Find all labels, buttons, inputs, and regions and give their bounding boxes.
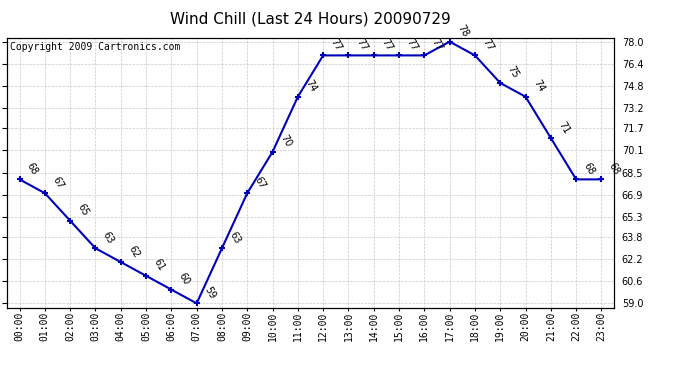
Text: 77: 77 xyxy=(480,37,495,52)
Text: Wind Chill (Last 24 Hours) 20090729: Wind Chill (Last 24 Hours) 20090729 xyxy=(170,11,451,26)
Text: 77: 77 xyxy=(430,37,445,52)
Text: 65: 65 xyxy=(76,202,90,218)
Text: 74: 74 xyxy=(531,78,546,94)
Text: 63: 63 xyxy=(101,230,116,246)
Text: 68: 68 xyxy=(582,161,596,177)
Text: 77: 77 xyxy=(404,37,420,52)
Text: 68: 68 xyxy=(25,161,40,177)
Text: 77: 77 xyxy=(380,37,394,52)
Text: 68: 68 xyxy=(607,161,622,177)
Text: 61: 61 xyxy=(152,257,166,273)
Text: 74: 74 xyxy=(304,78,318,94)
Text: 63: 63 xyxy=(228,230,242,246)
Text: 62: 62 xyxy=(126,243,141,259)
Text: 70: 70 xyxy=(278,134,293,149)
Text: 59: 59 xyxy=(202,285,217,301)
Text: 75: 75 xyxy=(506,64,521,80)
Text: Copyright 2009 Cartronics.com: Copyright 2009 Cartronics.com xyxy=(10,42,180,51)
Text: 71: 71 xyxy=(556,120,571,135)
Text: 78: 78 xyxy=(455,23,470,39)
Text: 77: 77 xyxy=(328,37,344,52)
Text: 67: 67 xyxy=(50,175,66,190)
Text: 67: 67 xyxy=(253,175,268,190)
Text: 77: 77 xyxy=(354,37,369,52)
Text: 60: 60 xyxy=(177,271,192,287)
